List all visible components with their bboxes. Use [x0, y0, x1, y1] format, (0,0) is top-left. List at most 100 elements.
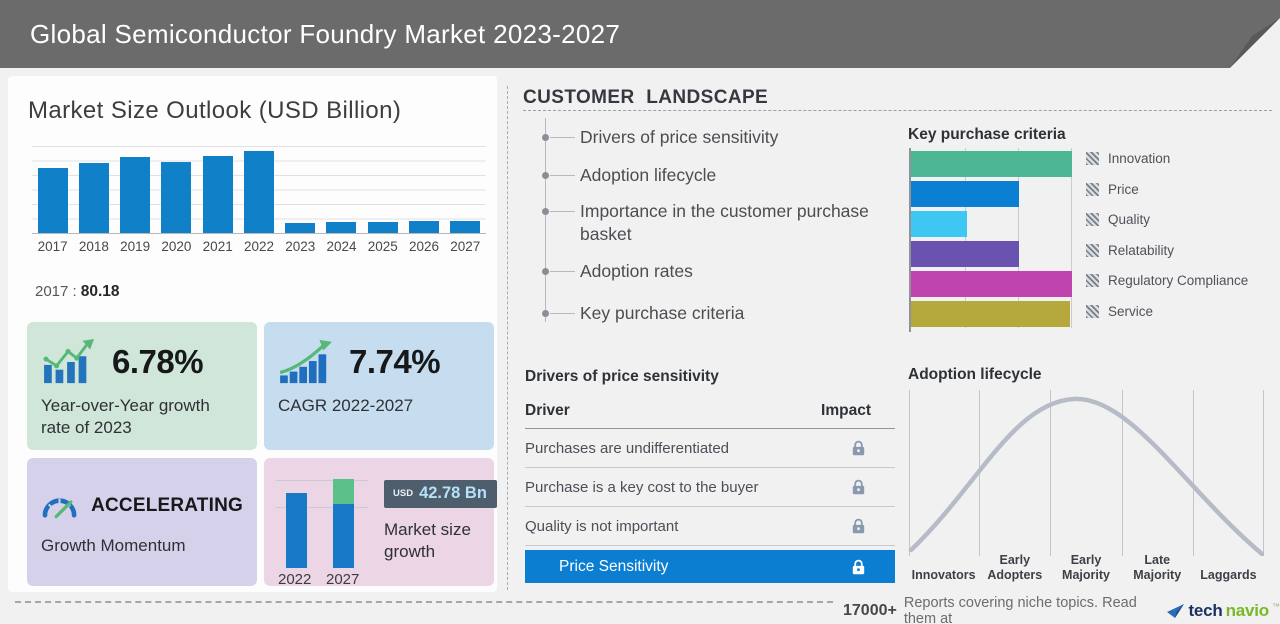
table-header-row: Driver Impact: [525, 394, 895, 429]
mini-bar-2027-base: [333, 503, 354, 568]
gridline: [1262, 390, 1264, 556]
key-purchase-criteria-title: Key purchase criteria: [908, 126, 1066, 143]
footer-dashed-line: [15, 601, 833, 603]
key-purchase-criteria-chart: [909, 148, 1073, 332]
column-header-impact: Impact: [821, 402, 871, 419]
bullet-dot: [541, 268, 549, 275]
cagr-card: 7.74% CAGR 2022-2027: [264, 322, 494, 450]
cagr-value: 7.74%: [349, 343, 441, 380]
highlight-label: Price Sensitivity: [559, 557, 669, 575]
adoption-lifecycle-title: Adoption lifecycle: [908, 366, 1042, 383]
bullet-dot: [541, 134, 549, 141]
badge-currency: USD: [393, 488, 414, 499]
gridline: [1121, 390, 1123, 556]
paper-plane-icon: [1167, 604, 1185, 618]
bar-trend-up-icon: [43, 338, 94, 384]
bullet-dot: [541, 310, 549, 317]
legend-label: Regulatory Compliance: [1108, 273, 1249, 288]
chart-bar-2023: [285, 222, 316, 233]
chart-bar-2021: [202, 155, 233, 233]
chart-bar-2018: [78, 162, 109, 233]
x-tick: 2025: [367, 239, 398, 254]
brand-part1: tech: [1188, 601, 1223, 620]
legend-item: Price: [1086, 181, 1248, 197]
hbar-quality: [911, 211, 968, 237]
market-outlook-title: Market Size Outlook (USD Billion): [28, 97, 402, 124]
legend-item: Regulatory Compliance: [1086, 273, 1249, 288]
legend-swatch-icon: [1086, 304, 1099, 318]
legend-swatch-icon: [1086, 243, 1099, 257]
base-year-value: 2017 :80.18: [35, 283, 120, 301]
hbar-regulatory-compliance: [911, 271, 1072, 297]
base-year-number: 80.18: [80, 283, 120, 300]
page-title: Global Semiconductor Foundry Market 2023…: [30, 18, 621, 49]
legend-swatch-icon: [1086, 274, 1099, 287]
gridline: [909, 390, 910, 556]
x-tick: 2027: [450, 239, 481, 254]
lock-icon: [852, 518, 865, 534]
segment-label: Early Adopters: [987, 553, 1043, 582]
chart-bar-2020: [161, 161, 192, 233]
hbar-relatability: [911, 241, 1019, 267]
x-tick: 2017: [37, 239, 68, 254]
mini-bar-2027-growth: [333, 479, 354, 504]
header-bar: Global Semiconductor Foundry Market 2023…: [0, 0, 1280, 68]
technavio-logo: tech navio ™: [1167, 601, 1280, 621]
legend-swatch-icon: [1086, 213, 1099, 226]
adoption-lifecycle-labels: Innovators Early Adopters Early Majority…: [908, 548, 1264, 582]
yoy-growth-card: 6.78% Year-over-Year growth rate of 2023: [27, 322, 257, 450]
legend-item: Relatability: [1086, 242, 1248, 258]
mini-year-2022: 2022: [278, 571, 312, 588]
usd-value-badge: USD 42.78 Bn: [384, 480, 497, 508]
list-item-label: Adoption lifecycle: [580, 165, 717, 185]
bullet-dot: [541, 172, 549, 179]
chart-bar-2027: [450, 220, 481, 233]
base-year-label: 2017 :: [35, 283, 77, 300]
gridline: [1018, 148, 1020, 328]
list-item-label: Importance in the customer purchase bask…: [580, 201, 869, 244]
chart-bar-2022: [243, 151, 274, 233]
legend-label: Price: [1108, 181, 1139, 197]
vertical-dashed-divider: [507, 86, 508, 590]
price-sensitivity-table: Driver Impact Purchases are undifferenti…: [525, 394, 895, 583]
price-sensitivity-highlight-row: Price Sensitivity: [525, 550, 895, 583]
segment-label: Late Majority: [1133, 553, 1182, 582]
key-purchase-criteria-legend: Innovation Price Quality Relatability Re…: [1086, 151, 1249, 335]
chart-bar-2024: [326, 221, 357, 233]
segment-label: Innovators: [911, 567, 976, 582]
legend-swatch-icon: [1086, 152, 1099, 165]
driver-cell: Purchase is a key cost to the buyer: [525, 478, 759, 496]
stat-cards-grid: 6.78% Year-over-Year growth rate of 2023: [27, 322, 497, 588]
momentum-label: Growth Momentum: [41, 536, 186, 555]
customer-landscape-list: Drivers of price sensitivity Adoption li…: [523, 112, 895, 330]
mini-year-2027: 2027: [326, 571, 360, 588]
x-tick: 2022: [243, 239, 274, 254]
brand-part2: navio: [1225, 601, 1270, 620]
legend-item: Innovation: [1086, 151, 1248, 166]
connector-line: [550, 271, 575, 272]
adoption-lifecycle-chart: [908, 390, 1264, 556]
legend-label: Quality: [1108, 212, 1151, 227]
connector-line: [550, 211, 575, 212]
gridline: [1192, 390, 1194, 556]
legend-label: Relatability: [1108, 242, 1175, 258]
chart-bar-2017: [37, 167, 68, 233]
mini-growth-chart: 2022 2027: [276, 478, 372, 588]
x-tick: 2020: [161, 239, 192, 254]
bullet-dot: [541, 208, 549, 215]
momentum-value: ACCELERATING: [91, 495, 243, 516]
connector-line: [550, 313, 575, 314]
market-size-growth-card: 2022 2027 USD 42.78 Bn Market size growth: [264, 458, 497, 588]
gridline: [1050, 390, 1052, 556]
table-row: Purchase is a key cost to the buyer: [525, 468, 895, 507]
hbar-innovation: [911, 151, 1072, 177]
x-tick: 2019: [120, 239, 151, 254]
list-item-label: Drivers of price sensitivity: [580, 127, 779, 147]
hbar-price: [911, 181, 1019, 207]
lock-icon: [852, 440, 865, 456]
price-sensitivity-title: Drivers of price sensitivity: [525, 368, 719, 385]
footer-text: Reports covering niche topics. Read them…: [903, 595, 1137, 624]
connector-line: [550, 137, 575, 138]
trademark-mark: ™: [1272, 602, 1280, 611]
